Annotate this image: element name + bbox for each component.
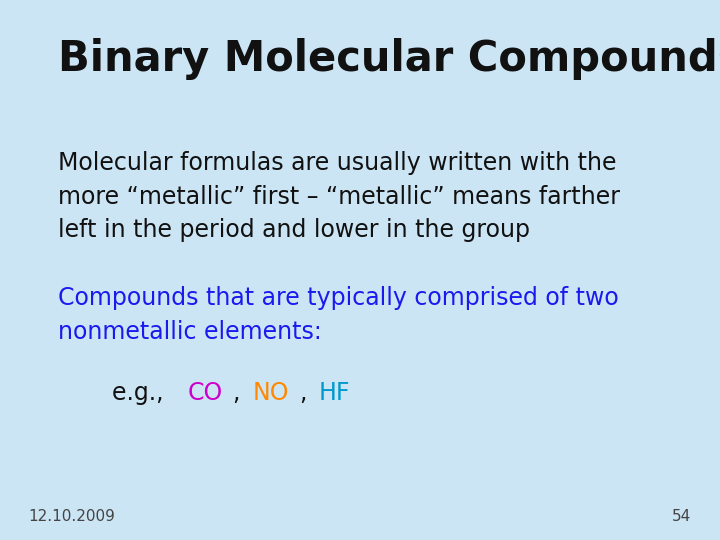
Text: Molecular formulas are usually written with the
more “metallic” first – “metalli: Molecular formulas are usually written w…	[58, 151, 620, 242]
Text: Compounds that are typically comprised of two
nonmetallic elements:: Compounds that are typically comprised o…	[58, 286, 618, 343]
Text: CO: CO	[188, 381, 223, 404]
Text: ,: ,	[300, 381, 315, 404]
Text: NO: NO	[253, 381, 289, 404]
Text: ,: ,	[233, 381, 248, 404]
Text: e.g.,: e.g.,	[112, 381, 171, 404]
Text: HF: HF	[319, 381, 350, 404]
Text: 12.10.2009: 12.10.2009	[29, 509, 116, 524]
Text: 54: 54	[672, 509, 691, 524]
Text: Binary Molecular Compounds: Binary Molecular Compounds	[58, 38, 720, 80]
